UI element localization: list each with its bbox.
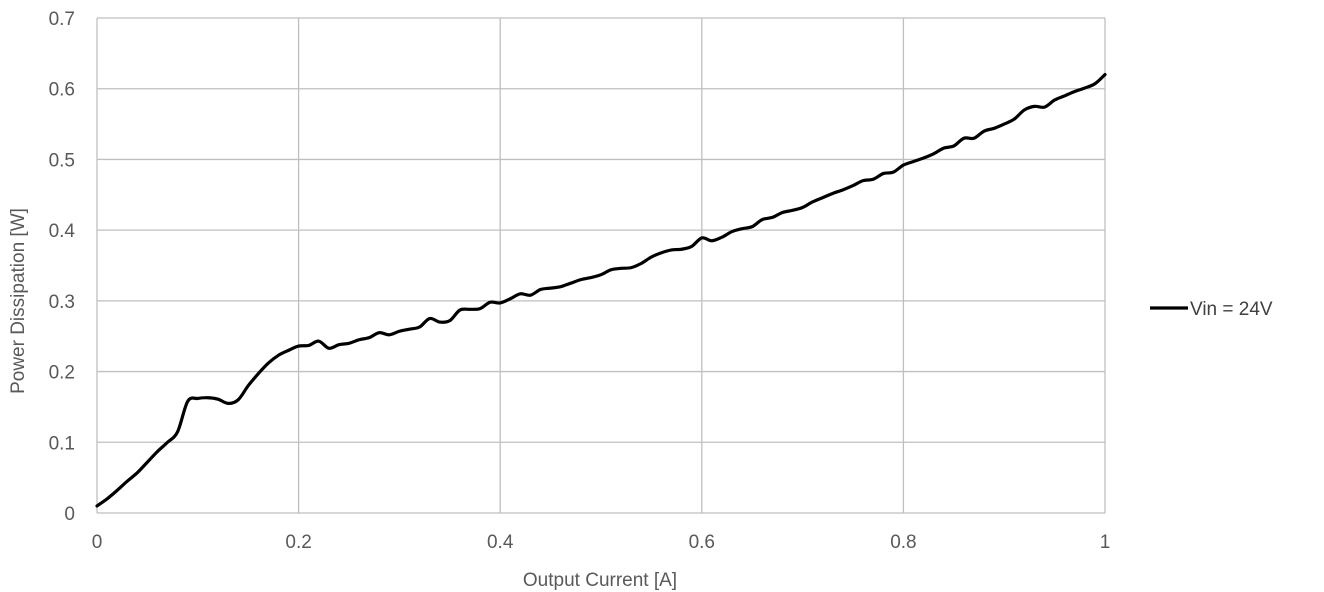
y-tick-label: 0.3: [49, 292, 75, 313]
x-tick-label: 1: [1100, 532, 1111, 553]
y-tick-label: 0.1: [49, 433, 75, 454]
series-group: [95, 72, 1107, 508]
x-axis-label: Output Current [A]: [523, 570, 677, 591]
y-tick-label: 0.4: [49, 221, 76, 242]
x-tick-label: 0.4: [487, 532, 514, 553]
legend: Vin = 24V: [1150, 299, 1273, 320]
y-tick-label: 0.6: [49, 80, 75, 101]
y-axis-ticks: 0 0.1 0.2 0.3 0.4 0.5 0.6 0.7: [49, 9, 76, 525]
grid: [96, 17, 1106, 514]
x-axis-ticks: 0 0.2 0.4 0.6 0.8 1: [92, 532, 1111, 553]
y-axis-label: Power Dissipation [W]: [8, 208, 29, 394]
y-tick-label: 0.7: [49, 9, 75, 30]
y-tick-label: 0.5: [49, 150, 75, 171]
series-line-vin-24v: [95, 72, 1107, 508]
legend-label: Vin = 24V: [1190, 299, 1273, 320]
y-tick-label: 0.2: [49, 363, 75, 384]
x-tick-label: 0.2: [285, 532, 311, 553]
x-tick-label: 0.8: [890, 532, 916, 553]
y-tick-label: 0: [64, 504, 75, 525]
x-tick-label: 0: [92, 532, 103, 553]
x-tick-label: 0.6: [689, 532, 715, 553]
